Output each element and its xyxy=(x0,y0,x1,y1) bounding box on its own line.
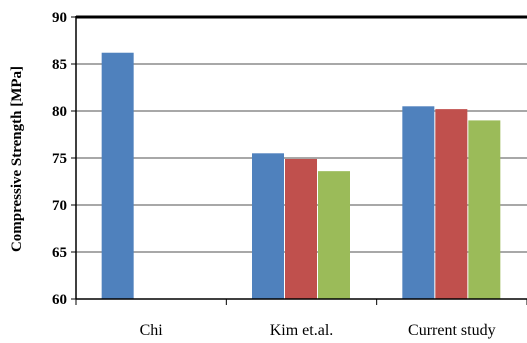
bar xyxy=(402,106,435,299)
x-tick-label: Current study xyxy=(408,322,496,339)
y-tick-label: 85 xyxy=(52,57,67,73)
y-tick-label: 70 xyxy=(52,198,67,214)
y-tick-label: 75 xyxy=(52,151,67,167)
y-axis-label: Compressive Strength [MPa] xyxy=(9,66,25,252)
y-tick-label: 60 xyxy=(52,292,67,308)
bar xyxy=(101,52,134,299)
x-tick-label: Kim et.al. xyxy=(270,322,334,339)
y-tick-label: 90 xyxy=(52,10,67,26)
axes xyxy=(71,15,527,305)
x-tick-label: Chi xyxy=(140,322,164,339)
bar xyxy=(252,153,284,299)
bar xyxy=(468,120,501,300)
y-tick-label: 80 xyxy=(52,104,67,120)
y-tick-label: 65 xyxy=(52,245,67,261)
tick-labels: 60 65 70 75 80 85 90 Chi Kim et.al. Current study xyxy=(52,10,496,339)
bar xyxy=(435,109,468,300)
bars xyxy=(101,52,501,300)
bar xyxy=(285,158,317,299)
bar xyxy=(318,171,350,299)
